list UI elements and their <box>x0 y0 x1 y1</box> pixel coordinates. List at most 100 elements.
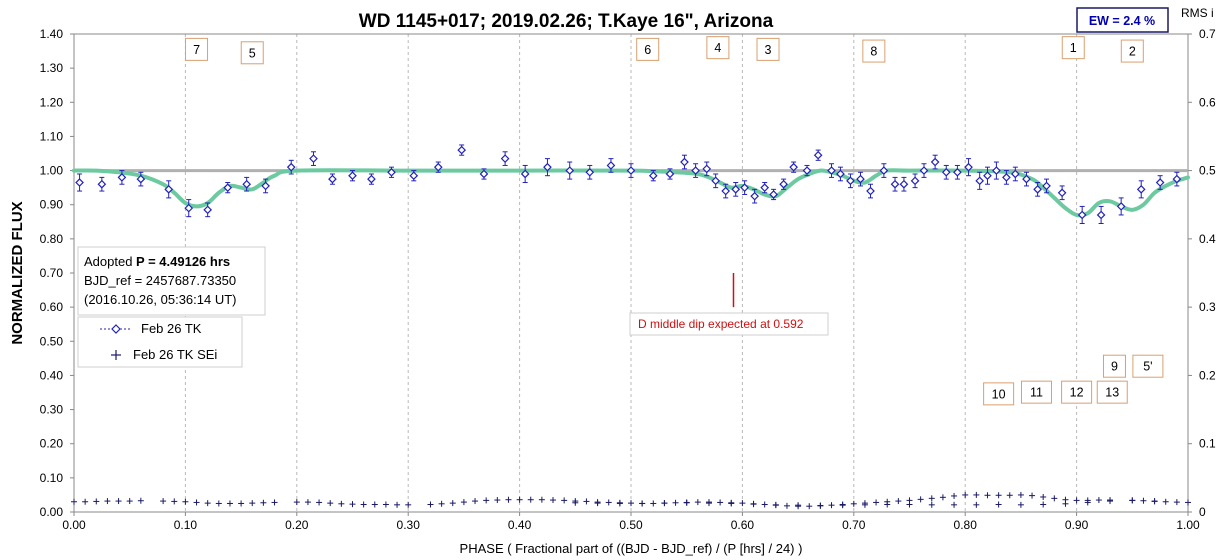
flux-marker <box>899 179 909 189</box>
sei-point <box>639 500 646 507</box>
sei-point <box>349 501 356 508</box>
flux-marker <box>261 181 270 191</box>
flux-point <box>223 182 233 194</box>
flux-marker <box>846 176 855 186</box>
x-tick-label: 0.30 <box>397 518 421 532</box>
sei-point <box>550 497 557 504</box>
flux-point <box>457 144 467 156</box>
dip-label-text: 5' <box>1143 360 1152 374</box>
y2-tick-label: 0.7 <box>1199 27 1216 41</box>
sei-point <box>182 498 189 505</box>
flux-point <box>543 158 552 177</box>
flux-point <box>1033 182 1042 197</box>
sei-point <box>249 500 256 507</box>
sei-point <box>1073 497 1080 504</box>
flux-marker <box>760 183 770 192</box>
sei-point <box>238 500 245 507</box>
sei-point <box>839 502 846 509</box>
dip-label-box <box>240 41 264 65</box>
sei-point <box>928 495 935 502</box>
flux-point <box>500 151 510 166</box>
flux-point <box>309 151 318 166</box>
flux-point <box>1077 205 1087 224</box>
ew-label: EW = 2.4 % <box>1089 14 1155 28</box>
sei-point <box>828 502 835 509</box>
sei-point <box>538 496 545 503</box>
dip-label-box <box>1061 36 1085 60</box>
sei-point <box>795 502 802 509</box>
flux-point <box>520 164 530 184</box>
dip-label-box <box>1096 380 1128 404</box>
flux-marker <box>702 164 712 174</box>
sei-point <box>928 501 935 508</box>
flux-marker <box>740 183 749 192</box>
flux-point <box>626 163 636 178</box>
flux-point <box>890 176 900 192</box>
flux-marker <box>223 183 233 192</box>
sei-point <box>939 494 946 501</box>
flux-point <box>1010 166 1020 182</box>
sei-point <box>583 498 590 505</box>
sei-point <box>527 496 534 503</box>
y-axis-ticks: 0.00 0.10 0.20 0.30 0.40 0.50 0.60 0.70 0.80 0.90… <box>40 27 74 519</box>
x-tick-label: 0.80 <box>954 518 978 532</box>
sei-point <box>817 502 824 509</box>
sei-point <box>171 498 178 505</box>
dip-annotation: D middle dip expected at 0.592 <box>629 273 829 336</box>
sei-point <box>1051 495 1058 502</box>
sei-point <box>505 496 512 503</box>
dip-label: 3 <box>756 37 780 61</box>
sei-point <box>728 500 735 507</box>
flux-marker <box>203 205 213 215</box>
sei-point <box>1185 499 1191 506</box>
dip-label: 10 <box>983 382 1015 406</box>
flux-point <box>975 171 985 190</box>
flux-point <box>1136 180 1146 199</box>
dip-label: 7 <box>185 37 209 61</box>
dip-labels: 7 5 6 4 3 8 1 29 5'10 11 12 13 <box>185 36 1164 406</box>
dip-note-box <box>629 312 829 336</box>
flux-marker <box>1057 188 1067 198</box>
sei-point <box>472 498 479 505</box>
dip-label: 9 <box>1102 354 1126 378</box>
x-tick-label: 0.00 <box>62 518 86 532</box>
sei-point <box>371 501 378 508</box>
dip-label: 4 <box>706 36 730 60</box>
sei-point <box>1029 492 1036 499</box>
sei-point <box>82 498 89 505</box>
dip-label-text: 8 <box>870 45 877 59</box>
sei-point <box>995 501 1002 508</box>
flux-point <box>242 176 252 192</box>
flux-point <box>479 168 489 180</box>
flux-marker <box>309 154 318 163</box>
flux-point <box>919 163 929 178</box>
flux-marker <box>1010 169 1020 179</box>
sei-point <box>761 501 768 508</box>
flux-marker <box>1002 173 1011 182</box>
sei-point <box>694 499 701 506</box>
flux-marker <box>457 145 467 155</box>
dip-label-text: 9 <box>1111 360 1118 374</box>
dip-label-box <box>983 382 1015 406</box>
flux-point <box>1042 178 1051 194</box>
flux-point <box>97 176 107 192</box>
x-tick-label: 1.00 <box>1176 518 1200 532</box>
flux-marker <box>890 179 900 189</box>
flux-marker <box>433 162 443 172</box>
flux-point <box>1172 171 1182 187</box>
sei-point <box>683 499 690 506</box>
flux-marker <box>75 178 84 187</box>
dip-label: 1 <box>1061 36 1085 60</box>
sei-point <box>483 497 490 504</box>
sei-point <box>304 499 311 506</box>
x-tick-label: 0.10 <box>174 518 198 532</box>
sei-point <box>438 500 445 507</box>
sei-point <box>973 491 980 498</box>
sei-point <box>204 500 211 507</box>
flux-point <box>983 166 992 185</box>
flux-point <box>760 182 770 194</box>
flux-point <box>1057 185 1067 201</box>
flux-marker <box>827 166 836 175</box>
flux-point <box>899 176 909 192</box>
flux-marker <box>769 190 778 199</box>
